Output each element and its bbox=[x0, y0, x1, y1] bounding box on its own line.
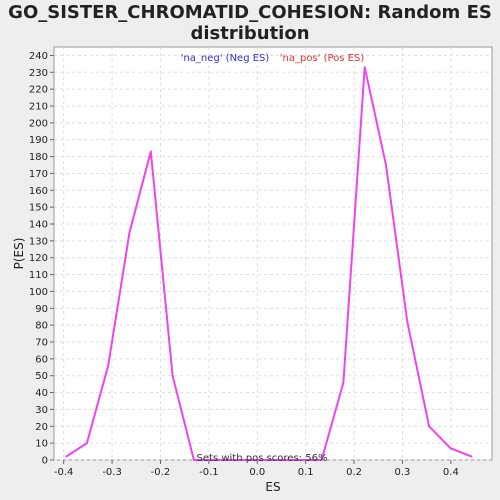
grid-layer bbox=[54, 47, 492, 461]
series-point bbox=[149, 150, 152, 153]
y-tick-label: 70 bbox=[35, 338, 48, 349]
y-tick-label: 120 bbox=[29, 253, 48, 264]
series-point bbox=[342, 381, 345, 384]
y-tick-label: 170 bbox=[29, 169, 48, 180]
series-point bbox=[235, 459, 238, 461]
y-tick-label: 50 bbox=[35, 371, 48, 382]
y-tick-label: 150 bbox=[29, 203, 48, 214]
y-tick-label: 0 bbox=[42, 456, 48, 467]
series-point bbox=[65, 455, 67, 458]
annotation-pos-scores: Sets with pos scores: 56% bbox=[197, 453, 328, 464]
y-tick-label: 90 bbox=[35, 304, 48, 315]
series-line bbox=[65, 66, 473, 461]
x-tick-label: 0.0 bbox=[249, 467, 265, 478]
series-point bbox=[385, 164, 387, 166]
series-point bbox=[278, 459, 280, 461]
x-tick-label: 0.2 bbox=[346, 467, 362, 478]
series-point bbox=[406, 320, 409, 323]
x-tick-label: -0.2 bbox=[151, 467, 171, 478]
axis-layer: 0 10 20 30 40 50 60 70 80 90 100 110 120 130 140 150 160… bbox=[29, 51, 459, 478]
y-tick-label: 100 bbox=[29, 287, 48, 298]
series-point bbox=[171, 374, 174, 377]
y-tick-label: 60 bbox=[35, 354, 48, 365]
series-point bbox=[256, 459, 259, 461]
series-point bbox=[299, 459, 302, 461]
x-tick-label: -0.1 bbox=[199, 467, 219, 478]
y-tick-label: 210 bbox=[29, 102, 48, 113]
chart-title-line-1: GO_SISTER_CHROMATID_COHESION: Random ES bbox=[8, 2, 492, 23]
legend-entry-neg: 'na_neg' (Neg ES) bbox=[181, 53, 270, 64]
y-tick-label: 220 bbox=[29, 85, 48, 96]
y-tick-label: 230 bbox=[29, 68, 48, 79]
plot-area bbox=[53, 46, 493, 461]
x-tick-label: -0.3 bbox=[102, 467, 122, 478]
y-tick-label: 190 bbox=[29, 135, 48, 146]
x-tick-label: 0.1 bbox=[298, 467, 314, 478]
y-tick-label: 30 bbox=[35, 405, 48, 416]
x-tick-label: 0.3 bbox=[395, 467, 411, 478]
series-point bbox=[86, 442, 88, 444]
series-point bbox=[107, 364, 110, 367]
series-point bbox=[363, 66, 366, 69]
x-tick-label: 0.4 bbox=[443, 467, 459, 478]
x-tick-label: -0.4 bbox=[54, 467, 74, 478]
y-tick-label: 140 bbox=[29, 220, 48, 231]
y-tick-label: 110 bbox=[29, 270, 48, 281]
series-point bbox=[428, 425, 430, 428]
y-tick-label: 180 bbox=[29, 152, 48, 163]
y-tick-label: 160 bbox=[29, 186, 48, 197]
y-tick-label: 40 bbox=[35, 388, 48, 399]
x-axis-label: ES bbox=[265, 480, 280, 494]
series-point bbox=[214, 459, 216, 461]
y-tick-label: 10 bbox=[35, 439, 48, 450]
y-tick-label: 20 bbox=[35, 422, 48, 433]
series-point bbox=[320, 459, 323, 461]
y-tick-label: 240 bbox=[29, 51, 48, 62]
series-point bbox=[193, 459, 195, 461]
series-point bbox=[449, 447, 452, 450]
series-layer bbox=[65, 66, 473, 461]
series-point bbox=[128, 231, 131, 234]
series-point bbox=[470, 455, 473, 458]
legend-entry-pos: 'na_pos' (Pos ES) bbox=[280, 53, 365, 64]
chart-title-line-2: distribution bbox=[190, 23, 310, 44]
y-tick-label: 130 bbox=[29, 236, 48, 247]
y-axis-label: P(ES) bbox=[12, 238, 26, 270]
y-tick-label: 200 bbox=[29, 118, 48, 129]
y-tick-label: 80 bbox=[35, 321, 48, 332]
